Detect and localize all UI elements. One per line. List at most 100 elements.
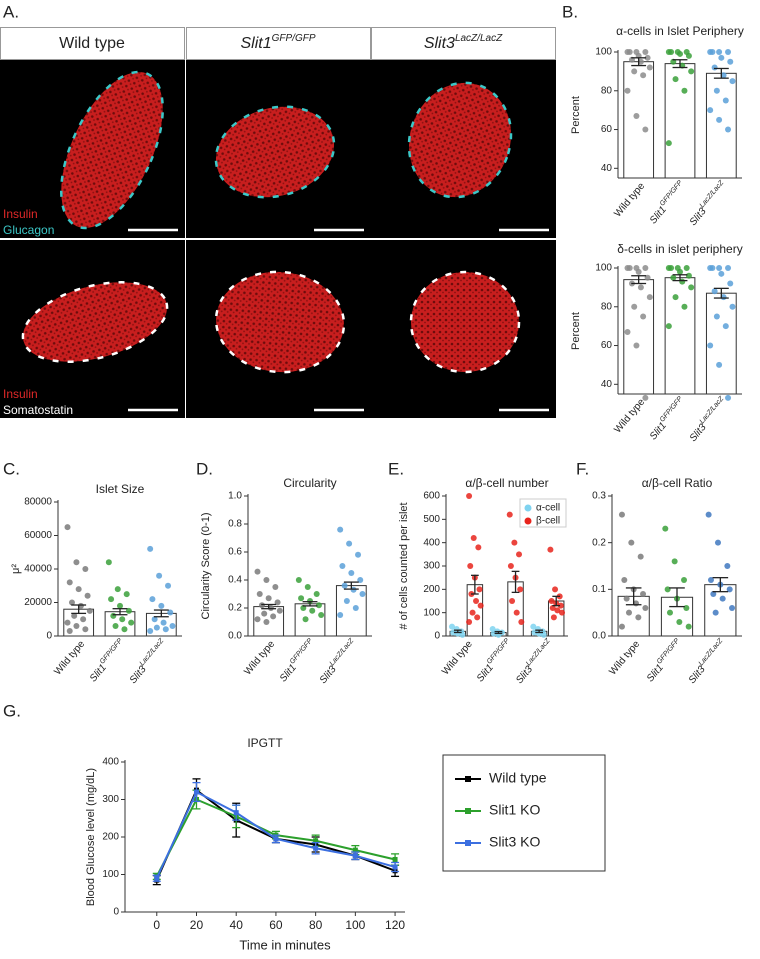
y-tick-label: 80000 [24,497,52,508]
data-point [633,342,640,349]
x-tick-label: Wild type [612,180,647,219]
label-sup: LacZ/LacZ [329,637,356,667]
data-point [552,586,559,593]
data-point [66,579,73,586]
y-tick-label: 20000 [24,597,52,608]
label-text: Slit1 [645,662,666,684]
y-tick-label: 60 [601,124,613,135]
data-point [707,577,714,583]
y-tick-label: 300 [423,561,440,572]
data-point [160,619,167,626]
data-point [722,97,729,104]
data-point [719,595,726,602]
data-point [162,626,169,633]
label-text: Wild type [607,638,642,677]
data-point [64,524,71,531]
x-tick-label: Slit3LacZ/LacZ [513,637,557,686]
legend-label: Wild type [489,770,547,786]
islet [21,281,169,363]
y-tick-label: 80 [601,85,613,96]
data-point [705,511,712,518]
data-point [258,602,265,609]
data-point [677,50,683,57]
chart-title: δ-cells in islet periphery [617,242,742,256]
data-point [710,591,717,597]
data-point [554,607,561,614]
data-point [153,624,160,631]
data-point [315,602,322,609]
x-tick-label: 80 [309,918,323,932]
data-point [477,602,484,609]
data-point [540,631,547,638]
data-point [547,546,554,553]
data-point [352,605,359,611]
bar [705,72,737,179]
bar [705,292,737,395]
label-text: Wild type [59,35,125,52]
data-point [167,609,174,616]
y-tick-label: 60000 [24,530,52,541]
label-sup: GFP/GFP [289,637,314,665]
y-tick-label: 100 [595,47,612,58]
data-point [261,610,268,617]
data-point [718,54,725,61]
data-point [548,598,555,604]
data-point [550,614,557,621]
label-sup: LacZ/LacZ [698,637,725,667]
label-text: Slit3 [687,422,708,444]
data-point [509,598,516,604]
chart-title: Islet Size [96,482,145,496]
data-point [473,598,480,604]
data-point [646,64,653,71]
legend-marker [465,776,471,782]
data-point [165,582,172,589]
label-text: Slit3 [424,35,455,52]
y-tick-label: 0 [434,631,440,642]
panel-label: G. [3,701,21,720]
y-tick-label: 100 [595,263,612,274]
data-point [276,607,283,614]
data-point [470,535,477,541]
data-point [108,596,115,603]
data-point [355,551,362,558]
y-axis-label: Percent [570,96,582,134]
data-point [711,64,718,71]
data-point [646,294,653,301]
label-text: Slit1 [240,35,271,52]
data-point [339,563,346,569]
data-point [685,272,692,279]
label-sup: GFP/GFP [486,637,511,665]
chart-title: α/β-cell Ratio [642,476,713,490]
legend-marker [524,517,532,525]
header-box [0,27,185,60]
data-marker [233,810,239,816]
y-axis-label: Blood Glucose level (mg/dL) [85,768,97,906]
data-point [346,540,353,547]
data-point [642,126,649,133]
chart-title: α/β-cell number [465,476,548,490]
y-tick-label: 400 [423,537,440,548]
label-text: Slit1 [648,420,669,442]
data-point [105,559,112,566]
legend-label: Slit3 KO [489,834,540,850]
data-point [722,323,729,330]
panel-label: D. [196,459,213,478]
data-point [350,586,357,593]
data-point [169,622,176,629]
data-point [720,72,727,79]
data-point [716,116,723,123]
data-point [668,49,675,55]
legend-label: α-cell [536,503,560,514]
x-tick-label: Slit1GFP/GFP [474,637,516,684]
label-text: Wild type [52,638,87,677]
data-point [68,599,75,606]
data-point [530,623,537,630]
label-sup: LacZ/LacZ [699,395,726,425]
y-tick-label: 300 [102,794,119,805]
data-point [298,595,305,602]
stain-label: Insulin [3,207,38,221]
data-marker [352,847,358,853]
data-point [618,511,625,518]
data-point [302,616,309,623]
